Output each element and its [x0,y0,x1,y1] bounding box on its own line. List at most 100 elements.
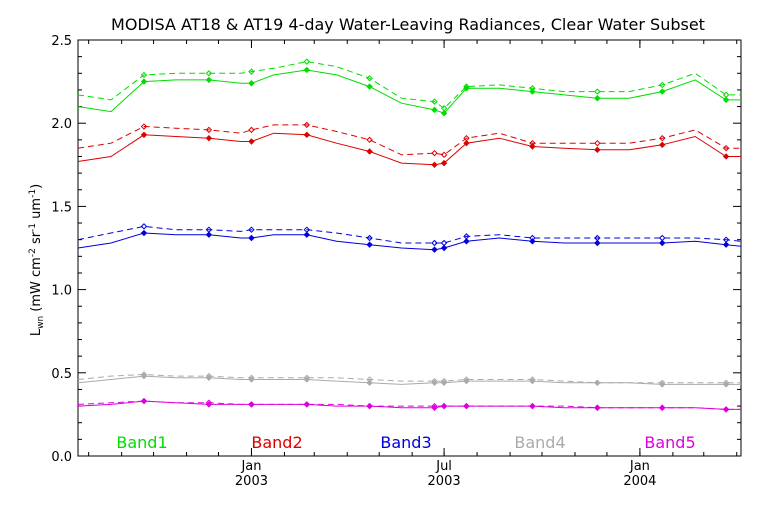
y-label-mid: sr [29,231,44,248]
data-point-band2-at19 [529,139,536,147]
data-point-band3-at18 [303,231,311,238]
data-point-band5-at19 [722,406,730,413]
data-point-band2-at18 [722,153,730,160]
data-point-band2-at18 [248,138,255,145]
y-label-exp3: -1 [28,189,38,198]
data-point-band1-at19 [659,81,666,89]
data-point-band2-at19 [431,149,438,157]
y-label-rest: (mW cm [29,257,44,316]
x-tick-label-year: 2003 [235,474,268,489]
data-point-band5-at19 [431,402,438,410]
data-point-band1-at19 [440,105,448,112]
data-point-band5-at19 [440,402,448,410]
data-point-band2-at18 [205,134,213,142]
data-point-band5-at19 [463,402,470,410]
y-tick-label: 2.0 [51,117,72,132]
data-point-band4-at19 [248,374,255,381]
series-line-band3-at18 [77,232,742,251]
data-point-band2-at18 [659,141,666,149]
data-point-band3-at18 [722,241,730,248]
data-point-band3-at19 [659,234,666,242]
data-point-band1-at19 [140,71,148,79]
data-point-band4-at19 [594,379,601,386]
data-point-band1-at18 [659,88,666,95]
data-point-band1-at18 [594,95,601,102]
data-point-band3-at19 [248,226,255,233]
data-point-band3-at18 [248,234,255,242]
data-point-band1-at19 [303,58,311,65]
data-point-band3-at18 [205,231,213,238]
data-point-band4-at18 [366,379,373,386]
series-line-band3-at19 [77,225,742,244]
data-point-band1-at18 [366,83,373,90]
y-label-main: L [29,328,44,336]
data-point-band3-at18 [594,239,601,247]
y-tick-label: 0.5 [51,367,72,382]
data-point-band2-at18 [440,159,448,167]
data-point-band5-at19 [529,402,536,410]
data-point-band2-at18 [366,148,373,155]
data-point-band4-at19 [722,379,730,386]
series-line-band5-at19 [77,400,741,410]
data-point-band3-at18 [366,241,373,248]
x-tick-label-month: Jan [240,459,261,474]
data-point-band4-at19 [659,379,666,386]
y-label-exp2: -1 [28,223,38,232]
data-point-band2-at19 [594,139,601,147]
series-line-band1-at19 [77,61,741,109]
data-point-band2-at18 [594,146,601,154]
data-point-band4-at19 [303,374,311,381]
data-point-band3-at19 [431,239,438,247]
y-tick-label: 0.0 [51,450,72,465]
data-point-band2-at18 [463,139,470,147]
data-point-band5-at19 [659,404,666,411]
data-point-band3-at19 [529,234,536,242]
data-point-band4-at19 [463,376,470,383]
svg-text:Lwn (mW cm-2 sr-1 um-1): Lwn (mW cm-2 sr-1 um-1) [28,184,46,336]
data-point-band3-at18 [440,244,448,252]
data-point-band4-at19 [529,376,536,383]
data-point-band5-at19 [303,401,311,408]
data-point-band1-at19 [722,91,730,99]
data-point-band1-at19 [594,88,601,95]
y-tick-label: 1.0 [51,284,72,299]
series-line-band4-at19 [77,373,741,384]
series-line-band2-at18 [77,132,741,166]
data-point-band5-at19 [594,404,601,411]
series-line-band1-at18 [77,69,741,114]
data-point-band3-at19 [463,233,470,240]
y-tick-label: 2.5 [51,34,72,49]
data-point-band2-at18 [431,161,438,169]
y-label-sub: wn [36,316,46,329]
data-point-band3-at18 [431,246,438,253]
data-point-band5-at19 [140,397,148,405]
data-point-band1-at18 [529,88,536,95]
data-point-band3-at19 [722,236,730,243]
y-label-end: ) [29,184,44,189]
data-point-band1-at19 [366,75,373,82]
data-point-band3-at19 [205,226,213,233]
x-tick-label-month: Jan [629,459,650,474]
data-point-band4-at19 [440,377,448,385]
data-point-band5-at19 [366,402,373,410]
data-point-band2-at19 [366,136,373,144]
data-point-band2-at19 [440,151,448,159]
data-point-band4-at19 [140,371,148,378]
data-point-band4-at19 [366,376,373,383]
x-tick-label-year: 2003 [428,474,461,489]
series-line-band5-at18 [77,400,741,410]
data-point-band3-at18 [140,229,148,237]
data-point-band1-at19 [529,85,536,92]
data-point-band2-at19 [722,144,730,152]
data-point-band1-at18 [431,106,438,114]
data-point-band2-at18 [303,131,311,139]
data-point-band1-at18 [440,110,448,117]
series-line-band2-at19 [77,124,741,156]
data-point-band4-at18 [722,381,730,388]
y-label-mid2: um [29,198,44,223]
data-point-band2-at19 [205,126,213,134]
data-point-band1-at18 [303,66,311,74]
data-point-band1-at18 [140,78,148,85]
data-point-band2-at19 [140,123,148,130]
